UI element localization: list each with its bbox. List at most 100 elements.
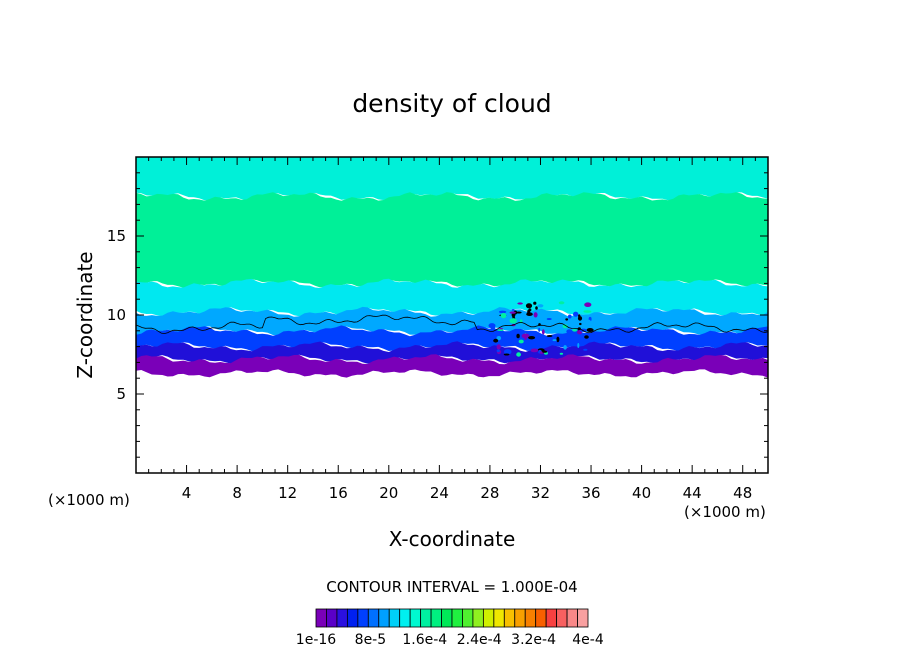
disturbance-mark xyxy=(528,336,536,340)
colorbar-swatch xyxy=(514,608,526,628)
disturbance-mark xyxy=(533,312,538,318)
colorbar xyxy=(315,608,589,628)
disturbance-mark xyxy=(526,316,533,320)
disturbance-mark xyxy=(552,339,557,342)
disturbance-mark xyxy=(586,328,594,332)
disturbance-mark xyxy=(562,324,568,329)
disturbance-mark xyxy=(584,302,592,308)
disturbance-mark xyxy=(541,329,545,335)
disturbance-mark xyxy=(527,309,531,315)
disturbance-mark xyxy=(503,349,512,355)
disturbance-mark xyxy=(568,314,572,319)
disturbance-mark xyxy=(498,328,504,330)
colorbar-swatch xyxy=(315,608,327,628)
disturbance-mark xyxy=(584,335,589,339)
disturbance-mark xyxy=(487,333,494,337)
x-tick-label: 48 xyxy=(733,484,752,502)
disturbance-mark xyxy=(577,343,580,348)
disturbance-mark xyxy=(517,302,523,305)
disturbance-mark xyxy=(509,311,516,314)
colorbar-swatch xyxy=(420,608,432,628)
contour-interval: CONTOUR INTERVAL = 1.000E-04 xyxy=(326,578,577,596)
disturbance-mark xyxy=(490,325,496,330)
disturbance-mark xyxy=(578,334,582,338)
disturbance-mark xyxy=(573,311,579,317)
density-band xyxy=(136,157,768,201)
disturbance-mark xyxy=(525,303,533,309)
disturbance-mark xyxy=(516,333,520,339)
disturbance-mark xyxy=(530,348,539,353)
colorbar-label: 8e-5 xyxy=(355,632,386,648)
y-tick-label: 5 xyxy=(116,385,126,403)
colorbar-swatch xyxy=(524,608,537,628)
disturbance-mark xyxy=(533,301,537,305)
x-tick-label: 16 xyxy=(329,484,348,502)
colorbar-label: 1e-16 xyxy=(296,632,336,648)
density-band xyxy=(136,192,768,288)
colorbar-label: 2.4e-4 xyxy=(457,632,502,648)
colorbar-swatch xyxy=(472,608,484,628)
density-band xyxy=(136,278,768,317)
disturbance-region xyxy=(487,301,594,357)
disturbance-mark xyxy=(546,318,552,320)
colorbar-swatch xyxy=(388,608,401,628)
x-unit-left: (×1000 m) xyxy=(48,491,130,509)
colorbar-swatch xyxy=(482,608,495,628)
colorbar-swatch xyxy=(451,608,463,628)
disturbance-mark xyxy=(572,329,577,332)
colorbar-swatch xyxy=(535,608,547,628)
colorbar-swatch xyxy=(357,608,369,628)
x-tick-label: 20 xyxy=(379,484,398,502)
disturbance-mark xyxy=(515,311,522,314)
colorbar-swatch xyxy=(577,608,589,628)
disturbance-mark xyxy=(503,335,507,339)
density-band xyxy=(136,325,768,352)
x-axis-label: X-coordinate xyxy=(389,527,516,551)
x-tick-label: 36 xyxy=(581,484,600,502)
cloud-density-field xyxy=(136,157,768,378)
y-tick-label: 10 xyxy=(107,306,126,324)
disturbance-mark xyxy=(498,331,503,335)
colorbar-swatch xyxy=(556,608,568,628)
disturbance-mark xyxy=(559,352,564,355)
disturbance-mark xyxy=(538,327,541,332)
disturbance-mark xyxy=(587,319,591,323)
disturbance-mark xyxy=(542,350,547,353)
disturbance-mark xyxy=(516,352,521,357)
disturbance-mark xyxy=(566,329,573,334)
disturbance-mark xyxy=(583,348,588,351)
colorbar-swatch xyxy=(378,608,390,628)
colorbar-swatch xyxy=(409,608,422,628)
density-band xyxy=(136,354,768,378)
colorbar-swatch xyxy=(336,608,348,628)
y-axis-label: Z-coordinate xyxy=(73,251,97,378)
colorbar-swatch xyxy=(462,608,474,628)
disturbance-mark xyxy=(497,329,504,331)
disturbance-mark xyxy=(524,339,528,345)
x-tick-label: 32 xyxy=(531,484,550,502)
x-tick-label: 8 xyxy=(232,484,242,502)
colorbar-labels: 1e-16 8e-5 1.6e-4 2.4e-4 3.2e-4 4e-4 xyxy=(296,632,604,648)
x-tick-label: 40 xyxy=(632,484,651,502)
x-axis: 4 8 12 16 20 24 28 32 36 40 44 48 xyxy=(148,157,756,502)
x-tick-label: 44 xyxy=(683,484,702,502)
disturbance-mark xyxy=(583,310,592,313)
disturbance-mark xyxy=(535,306,538,310)
disturbance-mark xyxy=(525,348,532,351)
disturbance-mark xyxy=(518,339,524,344)
density-band xyxy=(136,306,768,336)
colorbar-swatch xyxy=(566,608,578,628)
disturbance-mark xyxy=(493,312,499,317)
disturbance-mark xyxy=(509,318,517,324)
disturbance-mark xyxy=(544,322,548,326)
contour-line xyxy=(135,314,769,335)
chart-title: density of cloud xyxy=(352,89,551,118)
y-tick-label: 15 xyxy=(107,227,126,245)
colorbar-swatch xyxy=(346,608,359,628)
disturbance-mark xyxy=(563,345,567,350)
x-tick-label: 4 xyxy=(182,484,192,502)
disturbance-mark xyxy=(500,312,507,319)
x-tick-label: 12 xyxy=(278,484,297,502)
colorbar-label: 1.6e-4 xyxy=(402,632,447,648)
